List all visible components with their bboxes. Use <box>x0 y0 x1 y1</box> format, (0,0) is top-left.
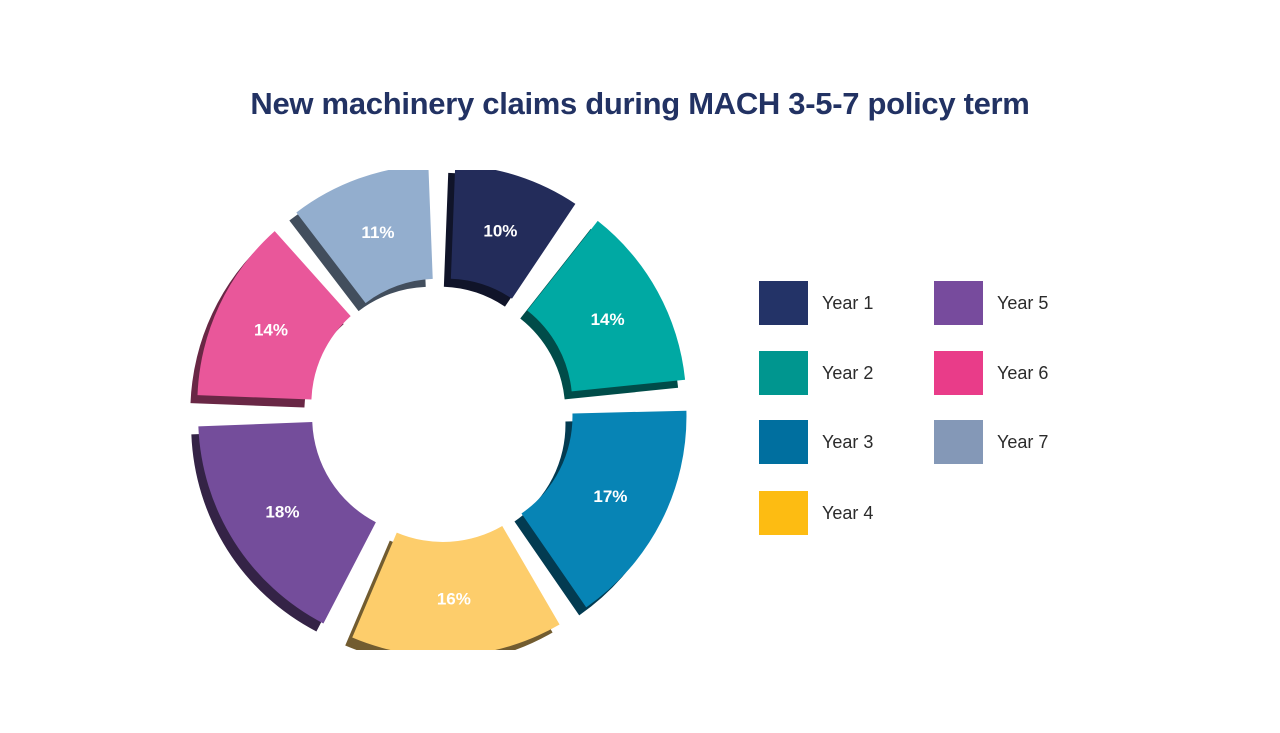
legend-label: Year 5 <box>997 292 1049 313</box>
legend-item: Year 2 <box>759 351 873 395</box>
legend-item: Year 4 <box>759 491 873 535</box>
legend-label: Year 1 <box>822 292 874 313</box>
slice-4 <box>352 525 560 650</box>
legend-label: Year 7 <box>997 431 1049 452</box>
slice-label-4: 16% <box>437 590 471 609</box>
legend-item: Year 3 <box>759 420 873 464</box>
slice-label-1: 10% <box>483 221 517 240</box>
legend-label: Year 2 <box>822 362 874 383</box>
legend-item: Year 1 <box>759 281 873 325</box>
slice-1 <box>450 170 576 299</box>
legend-swatch <box>759 420 808 464</box>
slice-2 <box>527 220 686 392</box>
legend-swatch <box>934 420 983 464</box>
legend-item: Year 6 <box>934 351 1048 395</box>
legend-swatch <box>934 281 983 325</box>
legend-swatch <box>759 351 808 395</box>
donut-chart: 10% 14% 17% 16% 18% 14% 11% <box>190 170 687 650</box>
legend-item: Year 5 <box>934 281 1048 325</box>
chart-title: New machinery claims during MACH 3-5-7 p… <box>250 86 1030 121</box>
slice-label-3: 17% <box>593 487 627 506</box>
slice-label-7: 11% <box>361 223 394 242</box>
slice-label-5: 18% <box>265 502 299 521</box>
legend-label: Year 6 <box>997 362 1049 383</box>
slice-5 <box>198 422 376 624</box>
slice-label-2: 14% <box>591 310 625 329</box>
legend-swatch <box>759 491 808 535</box>
legend-swatch <box>759 281 808 325</box>
slice-3 <box>521 410 687 608</box>
legend-item: Year 7 <box>934 420 1048 464</box>
slice-label-6: 14% <box>254 321 288 340</box>
legend-swatch <box>934 351 983 395</box>
slice-6 <box>197 231 351 400</box>
legend-label: Year 3 <box>822 431 874 452</box>
slice-7 <box>296 170 433 304</box>
legend-label: Year 4 <box>822 502 874 523</box>
legend: Year 1 Year 2 Year 3 Year 4 Year 5 Year 6 Year… <box>759 281 1099 541</box>
